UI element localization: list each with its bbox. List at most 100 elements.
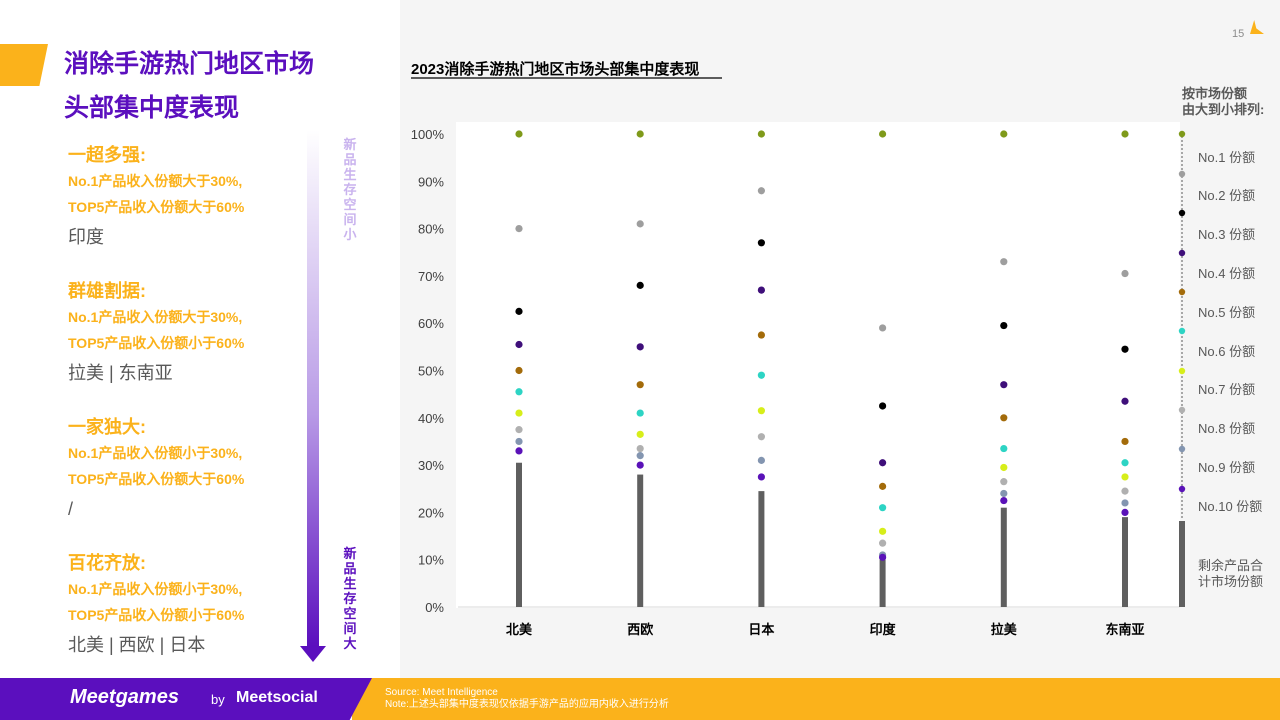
rank-point — [757, 371, 765, 379]
legend-item-label: No.10 份额 — [1198, 499, 1262, 514]
rank-point — [1000, 381, 1008, 389]
rank-point — [515, 409, 523, 417]
footer-yellow-band — [352, 678, 1280, 720]
category-title: 一超多强: — [68, 145, 146, 165]
rank-point — [636, 220, 644, 228]
rank-point — [636, 430, 644, 438]
legend-dot — [1178, 130, 1186, 138]
legend-item-label: No.1 份额 — [1198, 150, 1255, 165]
category-regions: / — [68, 499, 74, 519]
rank-point — [757, 331, 765, 339]
rank-point — [515, 426, 523, 434]
rest-share-bar — [637, 474, 644, 607]
rank-point — [879, 324, 887, 332]
legend-dot — [1178, 406, 1186, 414]
rank-share-points — [515, 130, 1129, 561]
x-tick-label: 印度 — [870, 622, 897, 637]
page-number: 15 — [1232, 28, 1245, 40]
legend-dot — [1178, 485, 1186, 493]
legend-dot — [1178, 209, 1186, 217]
category-1: 一超多强: No.1产品收入份额大于30%, TOP5产品收入份额大于60% 印… — [68, 142, 328, 252]
legend: 按市场份额 由大到小排列: 剩余产品合 计市场份额 No.1 份额 No.2 份额… — [1178, 86, 1264, 607]
y-tick-label: 70% — [418, 269, 444, 284]
y-tick-label: 10% — [418, 553, 444, 568]
category-rule: TOP5产品收入份额小于60% — [68, 335, 245, 351]
category-rule: TOP5产品收入份额大于60% — [68, 199, 245, 215]
rest-share-bar — [1000, 507, 1007, 607]
rank-point — [515, 447, 523, 455]
space-label-large: 新品生存空间大 — [343, 546, 357, 651]
x-tick-label: 拉美 — [991, 622, 1018, 637]
rank-point — [757, 286, 765, 294]
brand-by: by — [211, 692, 225, 707]
rank-point — [1121, 459, 1129, 467]
rank-point — [757, 239, 765, 247]
category-rule: TOP5产品收入份额小于60% — [68, 607, 245, 623]
rank-point — [879, 539, 887, 547]
space-label-small: 新品生存空间小 — [343, 137, 357, 242]
rank-point — [879, 459, 887, 467]
rank-point — [757, 407, 765, 415]
y-tick-label: 80% — [418, 222, 444, 237]
rank-point — [515, 307, 523, 315]
category-regions: 拉美 | 东南亚 — [68, 363, 173, 383]
legend-dot — [1178, 249, 1186, 257]
rank-point — [636, 452, 644, 460]
concentration-chart: 2023消除手游热门地区市场头部集中度表现 0% 10% 20% 30% 40% 50% 6… — [411, 60, 1265, 637]
legend-item-label: No.3 份额 — [1198, 227, 1255, 242]
y-tick-label: 100% — [411, 127, 445, 142]
category-regions: 印度 — [68, 227, 104, 247]
legend-dot — [1178, 327, 1186, 335]
rank-point — [636, 461, 644, 469]
category-2: 群雄割据: No.1产品收入份额大于30%, TOP5产品收入份额小于60% 拉… — [68, 278, 328, 388]
category-3: 一家独大: No.1产品收入份额小于30%, TOP5产品收入份额大于60% / — [68, 414, 328, 524]
x-axis: 北美 西欧 日本 印度 拉美 东南亚 — [506, 622, 1145, 637]
x-tick-label: 日本 — [748, 622, 774, 637]
x-tick-label: 西欧 — [627, 622, 653, 637]
legend-item-label: No.5 份额 — [1198, 305, 1255, 320]
x-tick-label: 东南亚 — [1105, 622, 1144, 637]
rest-share-bar — [1122, 517, 1128, 607]
rank-point — [515, 366, 523, 375]
legend-item-label: No.8 份额 — [1198, 421, 1255, 436]
rank-point — [636, 444, 644, 453]
footer-purple-band — [0, 678, 372, 720]
category-regions: 北美 | 西欧 | 日本 — [68, 635, 206, 655]
y-tick-label: 0% — [425, 600, 444, 615]
rank-point — [879, 504, 887, 512]
page-title-line2: 头部集中度表现 — [64, 94, 240, 122]
rank-point — [1000, 463, 1008, 472]
legend-item-label: No.6 份额 — [1198, 344, 1255, 359]
legend-dot — [1178, 445, 1186, 453]
rank-point — [1121, 345, 1129, 353]
rank-point — [1000, 258, 1008, 266]
rank-point — [879, 482, 887, 490]
rank-point — [1121, 473, 1129, 481]
rank-point — [636, 409, 644, 417]
rank-point — [1121, 499, 1129, 507]
legend-rest-line2: 计市场份额 — [1198, 574, 1263, 589]
source-text: Source: Meet Intelligence — [385, 687, 498, 698]
rank-point — [1000, 414, 1008, 422]
rank-point — [1000, 444, 1008, 453]
category-title: 群雄割据: — [68, 281, 146, 301]
rank-point — [1000, 321, 1008, 330]
source-note: Source: Meet Intelligence Note:上述头部集中度表现… — [385, 687, 669, 711]
legend-dot — [1178, 288, 1186, 296]
legend-item-label: No.4 份额 — [1198, 266, 1255, 281]
category-rule: No.1产品收入份额小于30%, — [68, 445, 243, 461]
gradient-arrow — [300, 130, 326, 662]
rank-point — [757, 130, 765, 138]
page-title: 消除手游热门地区市场 头部集中度表现 — [64, 42, 384, 130]
legend-header-line2: 由大到小排列: — [1182, 102, 1264, 117]
rank-point — [1121, 487, 1129, 495]
y-tick-label: 40% — [418, 411, 444, 426]
rank-point — [1000, 489, 1008, 498]
rank-point — [515, 340, 523, 349]
category-title: 一家独大: — [68, 417, 146, 437]
category-title: 百花齐放: — [68, 553, 146, 573]
legend-dot — [1178, 170, 1186, 178]
category-rule: No.1产品收入份额大于30%, — [68, 309, 243, 325]
legend-item-label: No.2 份额 — [1198, 188, 1255, 203]
category-4: 百花齐放: No.1产品收入份额小于30%, TOP5产品收入份额小于60% 北… — [68, 550, 328, 660]
